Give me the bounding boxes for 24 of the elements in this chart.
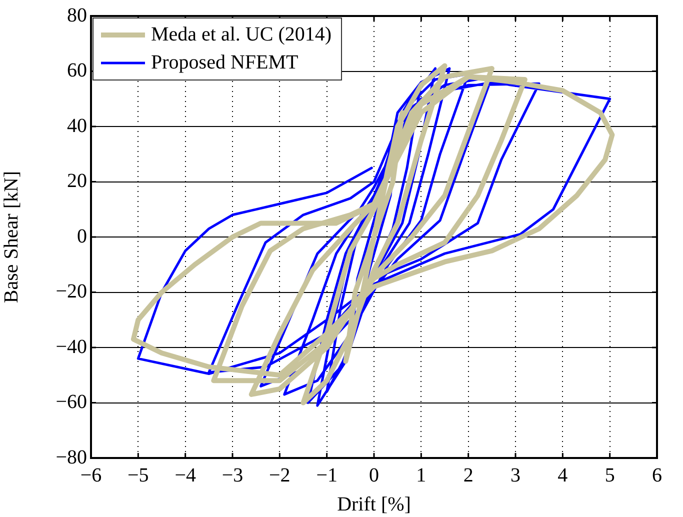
legend-label: Meda et al. UC (2014) [151, 23, 332, 46]
x-tick-label: 3 [510, 464, 520, 486]
x-tick-label: 0 [369, 464, 379, 486]
x-tick-label: 6 [652, 464, 662, 486]
y-tick-label: 0 [77, 225, 87, 248]
x-tick-label: −4 [174, 464, 196, 486]
y-tick-label: 60 [67, 60, 87, 82]
x-tick-label: 4 [558, 464, 568, 486]
y-tick-label: 20 [67, 170, 87, 192]
y-tick-label: −20 [56, 280, 87, 302]
x-tick-label: 2 [463, 464, 474, 486]
x-tick-label: −2 [269, 464, 290, 486]
x-axis-title: Drift [%] [337, 493, 411, 516]
x-tick-label: −3 [222, 464, 244, 486]
y-tick-label: 40 [67, 114, 87, 137]
x-tick-label: 5 [604, 464, 615, 486]
x-tick-label: −1 [316, 464, 338, 486]
legend-label: Proposed NFEMT [151, 51, 298, 74]
x-tick-label: 1 [416, 464, 426, 486]
x-tick-label: −5 [128, 464, 149, 486]
y-tick-label: −40 [56, 336, 87, 358]
y-axis-title: Base Shear [kN] [0, 170, 22, 304]
y-tick-label: 80 [67, 4, 87, 26]
y-tick-label: −60 [56, 391, 87, 413]
